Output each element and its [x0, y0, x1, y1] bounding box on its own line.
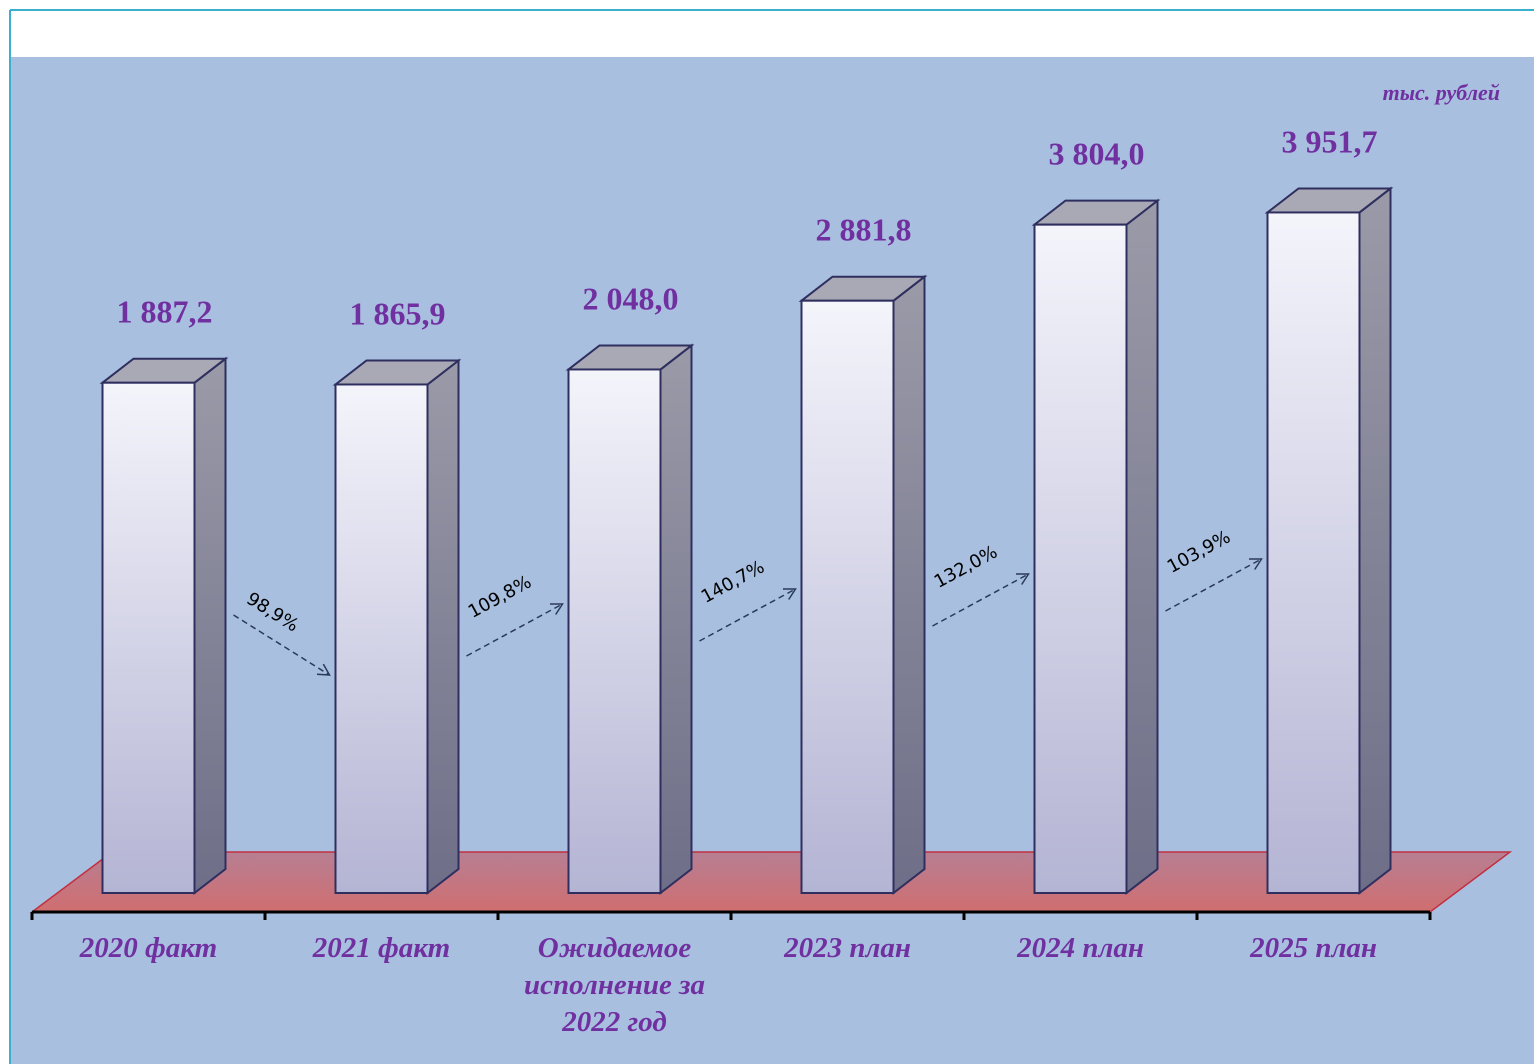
bar-side: [1358, 186, 1392, 896]
unit-label: тыс. рублей: [1383, 80, 1500, 105]
bar: [565, 343, 695, 896]
bar-side: [426, 358, 460, 896]
bar-side: [193, 356, 227, 896]
bar: [1264, 186, 1394, 896]
bar: [332, 358, 462, 896]
x-tick-label: 2023 план: [784, 932, 911, 964]
bar: [1031, 198, 1161, 896]
x-tick-label: 2020 факт: [79, 932, 218, 964]
x-tick-label: 2024 план: [1017, 932, 1144, 964]
bar-front: [1033, 223, 1128, 894]
bar-side: [1125, 198, 1159, 896]
growth-arrow: [1165, 558, 1263, 612]
bar-front: [1266, 211, 1361, 895]
growth-arrow: [466, 603, 564, 657]
value-label: 3 951,7: [1282, 123, 1378, 159]
growth-arrow: [233, 614, 331, 676]
bar: [798, 274, 928, 896]
value-label: 2 048,0: [583, 280, 679, 316]
growth-arrow: [932, 573, 1030, 627]
value-label: 1 887,2: [117, 294, 213, 330]
value-label: 1 865,9: [350, 295, 446, 331]
bar-front: [334, 383, 429, 894]
value-label: 3 804,0: [1049, 136, 1145, 172]
value-label: 2 881,8: [816, 212, 912, 248]
x-tick-label: 2021 факт: [312, 932, 451, 964]
x-tick-label: Ожидаемое исполнение за 2022 год: [524, 932, 705, 1038]
bar-front: [101, 381, 196, 894]
bar-side: [659, 343, 693, 896]
bar-front: [567, 368, 662, 894]
x-tick-label: 2025 план: [1250, 932, 1377, 964]
growth-arrow: [699, 588, 797, 642]
bar-front: [800, 299, 895, 894]
bar: [99, 356, 229, 896]
bar-side: [892, 274, 926, 896]
